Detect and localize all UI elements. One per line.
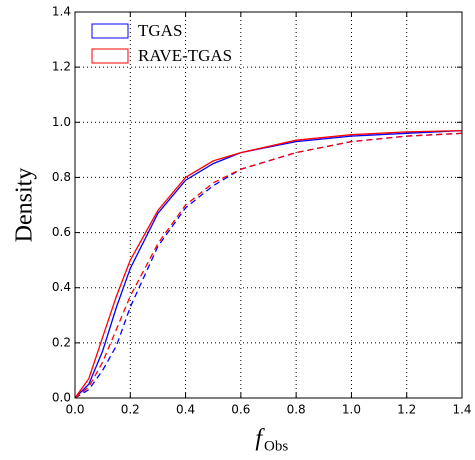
legend-label: RAVE-TGAS [138,46,232,65]
y-tick-label: 0.0 [52,391,71,405]
x-tick-label: 0.2 [121,403,140,417]
x-tick-label: 0.4 [176,403,195,417]
y-tick-label: 0.8 [52,170,71,184]
x-tick-label: 1.0 [342,403,361,417]
x-tick-label: 1.4 [452,403,471,417]
y-tick-label: 0.6 [52,225,71,239]
line-series [74,129,463,399]
x-tick-label: 0.6 [231,403,250,417]
line-series [74,132,463,399]
y-tick-label: 0.4 [52,280,71,294]
legend-swatch [91,23,129,39]
plot-frame [74,11,463,399]
legend-label: TGAS [138,21,182,40]
x-axis-label: f [255,426,265,452]
x-tick-label: 0.8 [287,403,306,417]
y-tick-label: 1.4 [52,5,71,19]
y-tick-label: 0.2 [52,335,71,349]
legend-swatch [91,48,129,64]
line-series [74,129,463,399]
line-series [74,132,463,399]
y-axis-label: Density [12,168,38,243]
y-tick-label: 1.0 [52,115,71,129]
x-axis-label-sub: Obs [264,438,288,454]
x-tick-label: 0.0 [65,403,84,417]
x-tick-label: 1.2 [397,403,416,417]
y-tick-label: 1.2 [52,60,71,74]
